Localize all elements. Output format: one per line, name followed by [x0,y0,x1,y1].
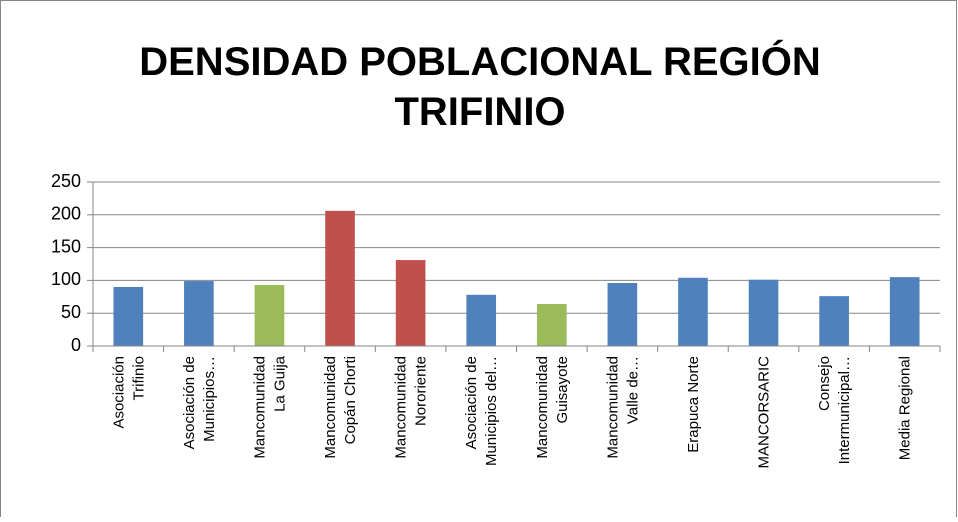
bar [254,284,285,346]
bar [536,304,567,346]
x-tick-label: Mancomunidad Nororiente [393,356,430,459]
bar [748,279,779,346]
x-tick-label: Media Regional [897,356,914,460]
x-tick-label: Consejo Intermunicipal… [816,356,853,464]
y-tick-label: 150 [51,236,81,256]
bar [607,283,638,346]
bar [466,294,497,346]
x-tick-label: Mancomunidad Copán Chorti [322,356,359,459]
x-tick-label: Asociación de Municipios del… [463,356,500,466]
x-tick-label: Mancomunidad La Guija [251,355,288,458]
y-tick-label: 250 [51,171,81,191]
bar [889,277,920,346]
x-tick-label: Mancomunidad Valle de… [604,356,641,459]
y-tick-label: 200 [51,204,81,224]
bar [395,260,426,346]
y-tick-label: 0 [71,335,81,355]
bar [325,210,355,346]
y-tick-label: 50 [61,302,81,322]
x-tick-label: Mancomunidad Guisayote [534,356,571,459]
x-tick-label: MANCORSARIC [756,356,773,469]
bar [819,296,849,346]
x-tick-label: Asociación de Municipios… [181,356,218,449]
bar [678,277,708,346]
chart-title: DENSIDAD POBLACIONAL REGIÓN TRIFINIO [139,38,821,134]
bar [184,281,214,346]
y-tick-label: 100 [51,269,81,289]
x-tick-label: Asociación Trifinio [110,356,147,429]
bar [113,286,144,346]
x-tick-label: Erapuca Norte [685,356,702,453]
